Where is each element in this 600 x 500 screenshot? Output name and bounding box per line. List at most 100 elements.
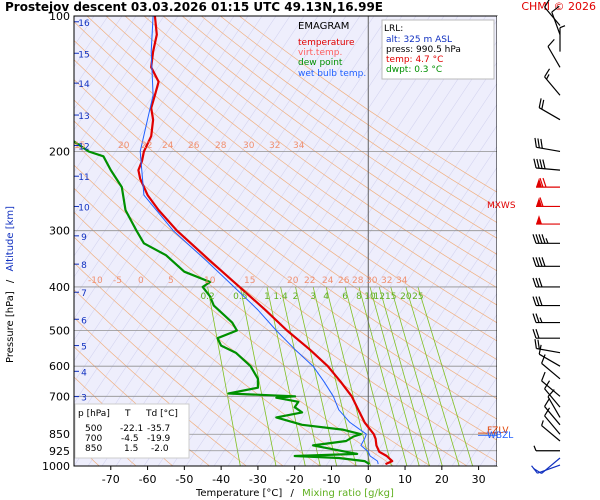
wind-barb-flag <box>541 234 546 244</box>
theta-label: 0 <box>138 276 144 286</box>
wind-barb <box>547 38 561 68</box>
wind-barb-flag <box>541 354 546 364</box>
mixing-ratio-line <box>378 286 430 466</box>
altitude-tick-label: 16 <box>78 19 90 29</box>
wind-barb-staff <box>547 396 561 418</box>
wind-barb <box>534 137 561 153</box>
dry-adiabat-line <box>74 59 497 380</box>
wind-barb <box>533 457 561 474</box>
x-tick-label: -20 <box>286 473 304 486</box>
mixing-ratio-label: 1 <box>264 292 270 302</box>
chart-title: Prostejov descent 03.03.2026 01:15 UTC 4… <box>5 0 383 14</box>
x-axis-title: Temperature [°C] / Mixing ratio [g/kg] <box>195 488 394 499</box>
wind-barb-staff <box>544 406 561 426</box>
x-tick-label: 30 <box>472 473 486 486</box>
theta-label: 20 <box>287 276 299 286</box>
theta-label: 5 <box>168 276 174 286</box>
legend: EMAGRAM temperature virt.temp. dew point… <box>298 21 366 79</box>
wind-barb-staff <box>541 362 561 380</box>
wind-barb-flag <box>535 313 540 323</box>
mixing-ratio-line <box>239 286 277 466</box>
pressure-tick-label: 600 <box>49 360 70 373</box>
wind-barb-flag <box>535 296 540 306</box>
wind-barb-flag <box>534 137 537 148</box>
skew-grid-line <box>325 208 497 466</box>
series-line-temperature <box>137 16 394 466</box>
skew-grid-line <box>74 16 347 425</box>
theta-label: 20 <box>118 141 130 151</box>
wind-barb-flag <box>535 234 540 244</box>
x-axis-title-separator: / <box>291 488 295 499</box>
skew-grid-line <box>74 16 249 278</box>
theta-label: -10 <box>88 276 103 286</box>
mixing-ratio-label: 1.4 <box>273 292 288 302</box>
altitude-tick-label: 11 <box>78 173 89 183</box>
skew-grid-line <box>74 16 291 341</box>
pressure-tick-label: 400 <box>49 281 70 294</box>
wind-barb-flag <box>538 234 543 244</box>
y-axis-title: Pressure [hPa] / Altitude [km] <box>5 206 16 363</box>
wind-barb-staff <box>538 353 561 367</box>
altitude-tick-label: 9 <box>81 233 87 243</box>
wind-barb <box>541 371 561 397</box>
wind-barb-flag <box>535 277 540 288</box>
legend-item-temperature: temperature <box>298 38 355 48</box>
wind-barb-staff <box>538 107 561 121</box>
mixing-ratio-line <box>369 286 420 466</box>
wind-barb-flag <box>534 339 537 349</box>
wind-barb-staff <box>544 6 561 26</box>
skew-grid-line <box>74 16 263 299</box>
legend-item-wet-bulb: wet bulb temp. <box>298 69 366 79</box>
wind-barb-flag <box>532 277 537 288</box>
theta-label: 22 <box>141 141 152 151</box>
wind-barb-flag <box>535 329 540 339</box>
wind-barb-flag <box>540 138 543 149</box>
wind-barb-flag <box>547 38 555 47</box>
altitude-tick-label: 15 <box>78 50 89 60</box>
theta-label: 28 <box>215 141 227 151</box>
lrl-box-frame <box>381 19 495 80</box>
altitude-tick-label: 6 <box>81 316 87 326</box>
wind-barb-staff <box>541 380 561 397</box>
pressure-tick-label: 700 <box>49 390 70 403</box>
dry-adiabat-line <box>143 16 497 272</box>
altitude-tick-label: 14 <box>78 80 90 90</box>
mixing-ratio-line <box>295 286 338 466</box>
altitude-tick-label: 8 <box>81 261 87 271</box>
theta-label: 26 <box>338 276 350 286</box>
wind-barb-flag <box>537 339 540 350</box>
skew-grid-line <box>74 16 235 257</box>
wind-barb-flag <box>539 159 543 169</box>
wind-barb-staff <box>544 388 561 408</box>
wind-barb <box>541 354 561 380</box>
wind-barb-flag <box>538 98 542 108</box>
wind-barb-flag <box>533 158 537 169</box>
wind-barb-staff <box>536 146 561 153</box>
x-tick-label: -40 <box>212 473 230 486</box>
table-cell: -22.1 <box>120 424 143 434</box>
wind-barb-staff <box>536 347 561 354</box>
theta-label: 26 <box>188 141 200 151</box>
lrl-temperature: temp: 4.7 °C <box>386 55 443 65</box>
wind-barb-flag <box>535 257 540 267</box>
wind-barb-flag <box>544 68 551 78</box>
lrl-dewpoint: dwpt: 0.3 °C <box>386 65 442 75</box>
table-header-t: T <box>124 409 131 419</box>
table-cell: 700 <box>85 434 102 444</box>
wind-barb <box>534 339 561 354</box>
x-tick-label: -30 <box>249 473 267 486</box>
x-tick-label: 20 <box>435 473 449 486</box>
wind-barb <box>544 407 561 435</box>
skew-grid-line <box>101 16 403 466</box>
plot-background <box>74 16 497 466</box>
x-tick-label: -70 <box>102 473 120 486</box>
wind-barb-flag <box>542 177 547 188</box>
mixing-ratio-label: 4 <box>323 292 329 302</box>
skew-grid-line <box>74 16 305 362</box>
pressure-tick-label: 200 <box>49 145 70 158</box>
table-cell: 500 <box>85 424 102 434</box>
mixing-ratio-label: 2 <box>293 292 299 302</box>
skew-grid-line <box>74 16 277 320</box>
altitude-tick-label: 3 <box>81 394 87 404</box>
altitude-tick-label: 7 <box>81 289 87 299</box>
